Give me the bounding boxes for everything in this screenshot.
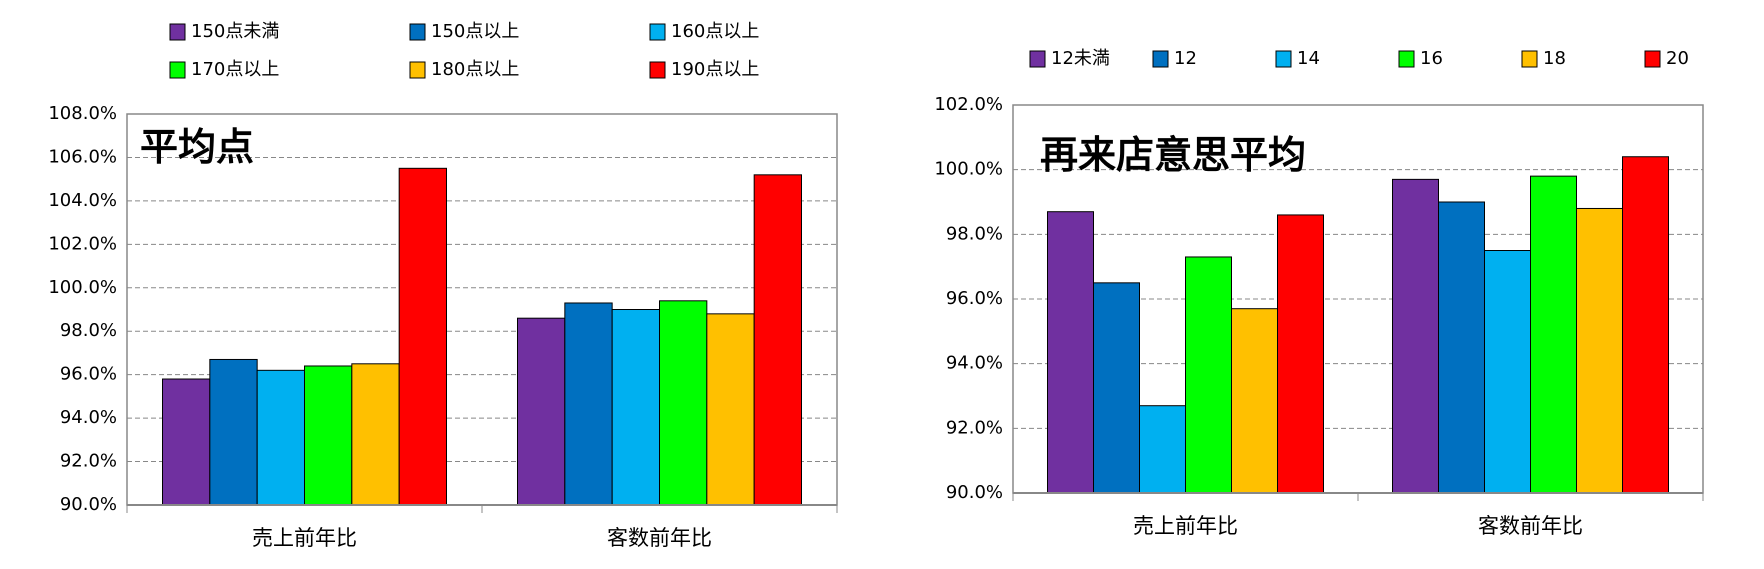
x-tick-label: 客数前年比	[1478, 514, 1583, 538]
bar	[351, 363, 400, 506]
legend-label: 150点以上	[431, 21, 519, 42]
legend-label: 16	[1420, 48, 1443, 69]
legend-swatch	[1275, 50, 1292, 68]
bar	[1093, 282, 1140, 494]
y-tick-label: 102.0%	[48, 233, 117, 254]
bar	[162, 378, 211, 506]
y-tick-label: 98.0%	[60, 320, 117, 341]
legend-swatch	[169, 23, 186, 41]
legend-swatch	[1029, 50, 1046, 68]
x-tick-label: 売上前年比	[1133, 514, 1238, 538]
bar	[1392, 178, 1439, 494]
y-tick-label: 104.0%	[48, 190, 117, 211]
bar	[1231, 308, 1278, 494]
legend-label: 14	[1297, 48, 1320, 69]
legend-swatch	[1152, 50, 1169, 68]
legend-label: 18	[1543, 48, 1566, 69]
y-tick-label: 100.0%	[934, 159, 1003, 180]
bar	[611, 309, 661, 506]
y-tick-label: 92.0%	[946, 417, 1003, 438]
legend-swatch	[649, 23, 666, 41]
chart-title: 再来店意思平均	[1040, 133, 1306, 177]
bar	[256, 369, 305, 506]
bar	[659, 300, 708, 506]
x-tick-label: 客数前年比	[607, 526, 712, 550]
y-tick-label: 96.0%	[946, 288, 1003, 309]
legend-swatch	[1398, 50, 1415, 68]
y-tick-label: 96.0%	[60, 364, 117, 385]
bar	[706, 313, 755, 506]
bar	[398, 167, 447, 506]
legend-swatch	[169, 61, 186, 79]
bar	[1484, 250, 1531, 494]
bar	[1185, 256, 1232, 494]
y-tick-label: 108.0%	[48, 103, 117, 124]
bar	[1530, 175, 1577, 494]
bar	[1622, 156, 1669, 494]
bar	[753, 174, 803, 506]
legend-label: 12	[1174, 48, 1197, 69]
bar	[1139, 405, 1186, 494]
legend-label: 190点以上	[671, 59, 759, 80]
bar	[1277, 214, 1324, 494]
legend-swatch	[1521, 50, 1538, 68]
chart-title: 平均点	[140, 125, 254, 169]
y-tick-label: 98.0%	[946, 223, 1003, 244]
legend-swatch	[409, 23, 426, 41]
bar	[517, 317, 566, 506]
legend-label: 150点未満	[191, 21, 279, 42]
x-tick-label: 売上前年比	[252, 526, 357, 550]
legend-swatch	[409, 61, 426, 79]
y-tick-label: 90.0%	[60, 494, 117, 515]
y-tick-label: 94.0%	[946, 353, 1003, 374]
bar	[1576, 207, 1623, 494]
legend-swatch	[649, 61, 666, 79]
y-tick-label: 102.0%	[934, 94, 1003, 115]
legend-label: 12未満	[1051, 48, 1110, 69]
legend-label: 20	[1666, 48, 1689, 69]
bar	[1047, 211, 1094, 494]
legend-label: 170点以上	[191, 59, 279, 80]
y-tick-label: 94.0%	[60, 407, 117, 428]
bar	[209, 358, 258, 506]
y-tick-label: 90.0%	[946, 482, 1003, 503]
y-tick-label: 92.0%	[60, 451, 117, 472]
legend-label: 160点以上	[671, 21, 759, 42]
bar	[304, 365, 353, 506]
legend-swatch	[1644, 50, 1661, 68]
legend-label: 180点以上	[431, 59, 519, 80]
y-tick-label: 106.0%	[48, 146, 117, 167]
bar	[1438, 201, 1485, 494]
y-tick-label: 100.0%	[48, 277, 117, 298]
bar	[564, 302, 613, 506]
